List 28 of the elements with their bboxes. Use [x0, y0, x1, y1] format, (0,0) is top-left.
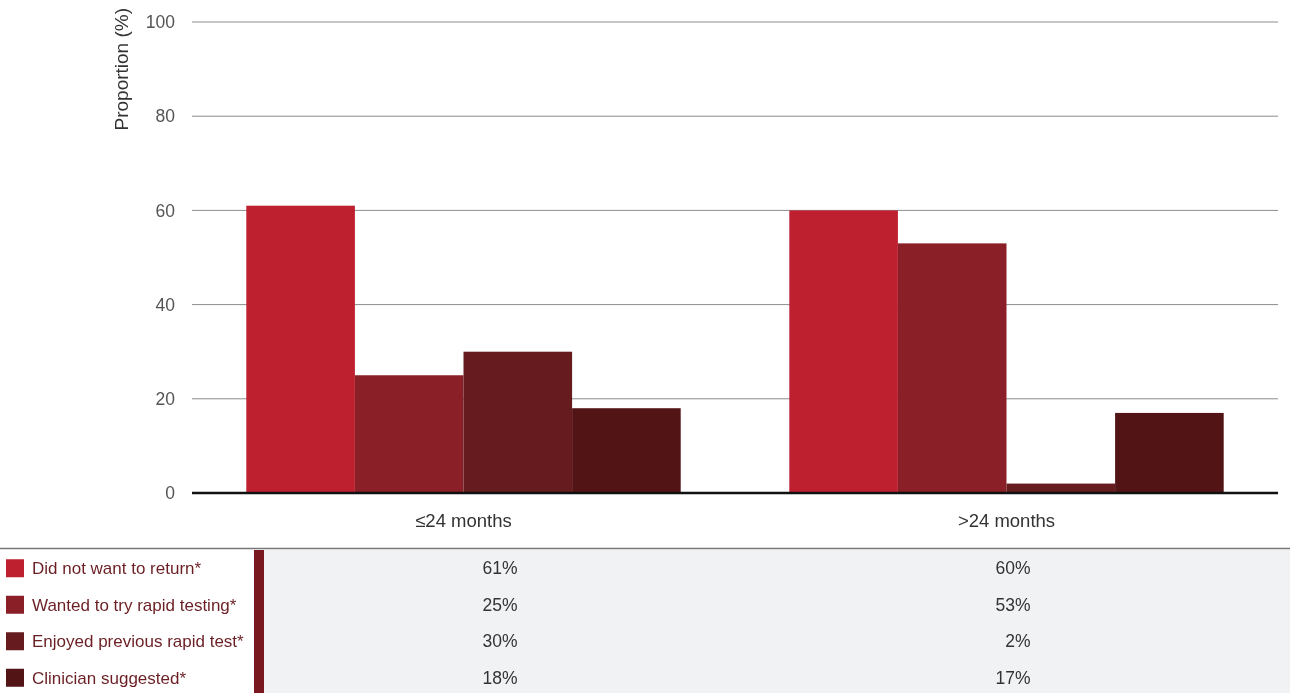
data-label: 61% [482, 558, 518, 579]
y-tick-label: 20 [155, 388, 176, 409]
legend-label: Clinician suggested* [32, 668, 187, 688]
bar [246, 205, 355, 493]
y-tick-label: 80 [155, 106, 176, 127]
data-label: 2% [1005, 631, 1031, 652]
y-tick-label: 40 [155, 294, 176, 315]
x-tick-label: >24 months [957, 510, 1056, 531]
data-label: 18% [482, 667, 518, 688]
bar [463, 351, 573, 493]
legend-label: Wanted to try rapid testing* [32, 595, 237, 615]
data-label: 30% [482, 631, 518, 652]
bar [1115, 412, 1224, 493]
bar [789, 210, 898, 493]
bar [572, 408, 681, 493]
data-label: 53% [995, 594, 1031, 615]
data-label: 60% [995, 558, 1031, 579]
y-tick-label: 60 [155, 200, 176, 221]
y-tick-label: 100 [145, 12, 176, 33]
bar [354, 375, 464, 493]
legend-label: Did not want to return* [32, 559, 202, 579]
data-label: 17% [995, 667, 1031, 688]
bar [897, 243, 1007, 493]
x-tick-label: ≤24 months [415, 510, 512, 531]
y-tick-label: 0 [165, 483, 176, 504]
y-axis-title: Proportion (%) [111, 8, 132, 131]
data-label: 25% [482, 594, 518, 615]
legend-label: Enjoyed previous rapid test* [32, 632, 245, 652]
